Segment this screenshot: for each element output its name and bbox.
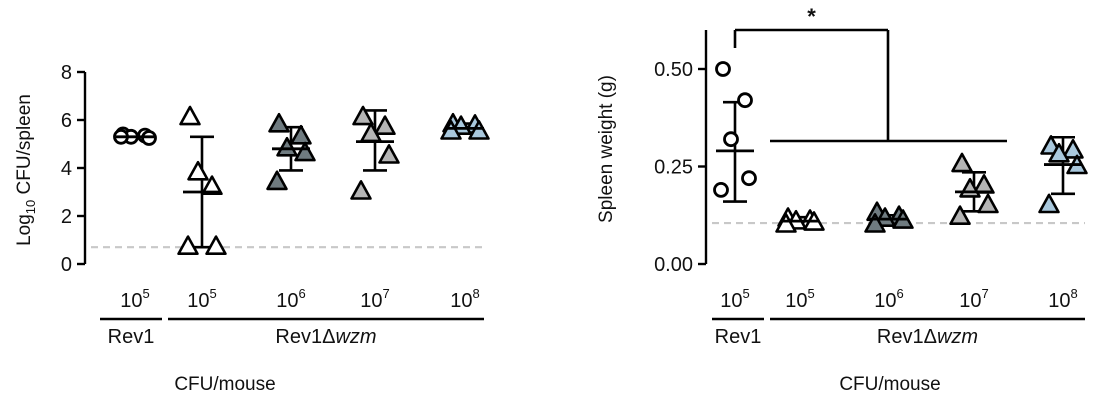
y-tick-label: 0.00	[654, 254, 693, 276]
data-point	[350, 180, 372, 200]
data-point	[864, 213, 886, 233]
category-label: 107	[360, 286, 389, 312]
data-point	[266, 170, 288, 191]
category-label-base: 10	[276, 290, 298, 312]
category-label: 106	[874, 286, 903, 312]
data-point	[205, 235, 227, 255]
data-point	[268, 112, 290, 133]
significance-star: *	[807, 4, 816, 29]
category-label: 107	[959, 286, 988, 312]
strain-label-mutant: Rev1Δwzm	[275, 326, 376, 348]
data-point	[775, 213, 797, 233]
category-label: 106	[276, 286, 305, 312]
category-label: 105	[720, 286, 749, 312]
data-point	[201, 175, 223, 195]
y-axis-label: Log10 CFU/spleen	[14, 94, 38, 246]
data-point	[374, 115, 396, 135]
strain-label-mutant-gene: wzm	[937, 326, 978, 348]
data-point	[741, 170, 757, 187]
category-label-exponent: 6	[897, 286, 904, 301]
data-point	[973, 174, 995, 194]
category-label: 108	[1048, 286, 1077, 312]
strain-label-mutant: Rev1Δwzm	[877, 326, 978, 348]
strain-label-parent: Rev1	[715, 326, 762, 348]
data-point	[713, 181, 729, 198]
category-label-exponent: 5	[743, 286, 750, 301]
y-tick-label: 0.25	[654, 157, 693, 179]
y-axis-label: Spleen weight (g)	[596, 75, 617, 223]
x-axis-title-right: CFU/mouse	[839, 374, 940, 395]
y-tick-label: 8	[61, 62, 72, 84]
category-label-exponent: 6	[299, 286, 306, 301]
strain-label-mutant-prefix: Rev1Δ	[275, 326, 335, 348]
data-point	[179, 105, 201, 126]
data-point	[715, 61, 731, 77]
data-point	[294, 141, 316, 162]
data-point	[951, 152, 973, 173]
data-point	[187, 160, 209, 181]
category-label-exponent: 5	[808, 286, 815, 301]
category-label: 108	[450, 286, 479, 312]
data-point	[1048, 142, 1070, 163]
data-point	[468, 120, 490, 140]
data-point	[440, 120, 462, 140]
category-label-base: 10	[360, 290, 382, 312]
category-label: 105	[120, 286, 149, 312]
data-point	[977, 193, 999, 214]
y-axis-label-subscript: 10	[23, 200, 38, 214]
data-point	[949, 205, 971, 225]
category-label-base: 10	[450, 290, 472, 312]
y-tick-label: 2	[61, 206, 72, 228]
y-axis-label-main: Log	[14, 214, 35, 246]
category-label-base: 10	[874, 290, 896, 312]
strain-label-mutant-prefix: Rev1Δ	[877, 326, 937, 348]
data-point	[1062, 138, 1084, 159]
data-point	[1038, 193, 1060, 214]
category-label-exponent: 5	[143, 286, 150, 301]
category-label-exponent: 7	[383, 286, 390, 301]
strain-label-mutant-gene: wzm	[335, 326, 376, 348]
x-axis-title-left: CFU/mouse	[174, 374, 275, 395]
data-point	[378, 144, 400, 164]
y-tick-label: 0.50	[654, 59, 693, 81]
category-label-exponent: 7	[982, 286, 989, 301]
y-tick-label: 6	[61, 110, 72, 132]
category-label-base: 10	[120, 290, 142, 312]
category-label: 105	[187, 286, 216, 312]
y-axis-label-rest: CFU/spleen	[14, 94, 35, 200]
data-point	[290, 124, 312, 145]
strain-label-parent: Rev1	[108, 326, 155, 348]
category-label: 105	[785, 286, 814, 312]
category-label-base: 10	[959, 290, 981, 312]
category-label-base: 10	[187, 290, 209, 312]
category-label-exponent: 5	[210, 286, 217, 301]
data-point	[723, 131, 739, 148]
category-label-exponent: 8	[473, 286, 480, 301]
data-point	[737, 92, 753, 109]
category-label-base: 10	[720, 290, 742, 312]
category-label-base: 10	[1048, 290, 1070, 312]
data-point	[276, 136, 298, 157]
y-tick-label: 0	[61, 254, 72, 276]
y-tick-label: 4	[61, 158, 72, 180]
data-point	[177, 235, 199, 255]
category-label-exponent: 8	[1071, 286, 1078, 301]
data-point	[352, 105, 374, 126]
category-label-base: 10	[785, 290, 807, 312]
